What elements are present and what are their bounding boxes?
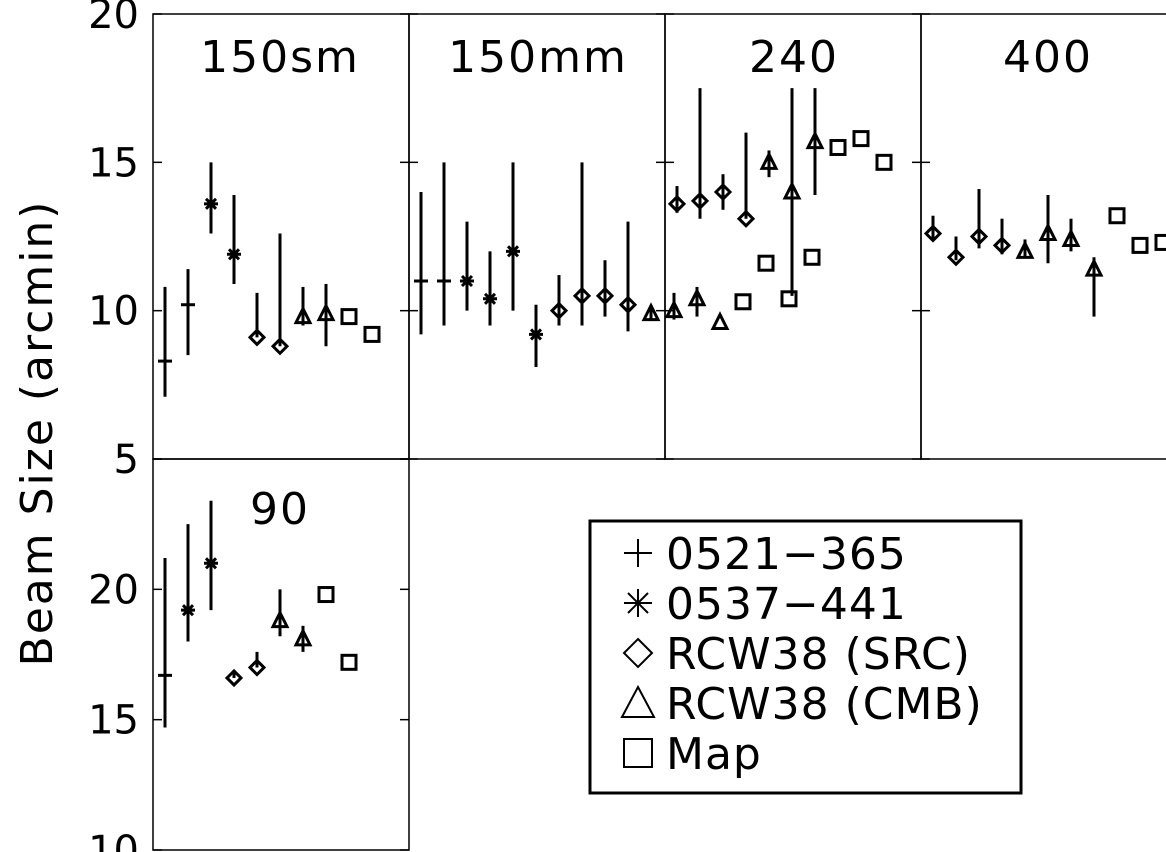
panel-frame — [152, 458, 410, 851]
triangle-marker — [782, 180, 802, 200]
legend-entry: RCW38 (CMB) — [620, 679, 983, 730]
square-marker — [852, 130, 870, 148]
diamond-marker — [736, 209, 756, 228]
triangle-marker — [316, 302, 336, 322]
asterisk-marker — [181, 604, 195, 617]
square-marker — [803, 248, 821, 266]
square-marker — [757, 254, 775, 272]
plus-icon — [624, 539, 652, 567]
square-marker — [340, 308, 358, 326]
triangle-marker — [759, 150, 779, 170]
triangle-icon — [620, 684, 656, 718]
diamond-marker — [224, 668, 244, 688]
legend-label: 0521−365 — [666, 529, 907, 580]
y-tick-label: 15 — [88, 140, 139, 186]
panel-title: 90 — [250, 484, 310, 535]
asterisk-marker — [529, 328, 543, 341]
asterisk-marker — [204, 197, 218, 210]
triangle-marker — [687, 287, 707, 307]
asterisk-marker — [204, 557, 218, 570]
triangle-marker — [641, 302, 661, 322]
panel-240: 240 — [664, 13, 922, 460]
diamond-marker — [247, 328, 267, 347]
square-marker — [1108, 207, 1126, 225]
panel-title: 150mm — [448, 32, 628, 83]
square-marker — [317, 586, 335, 604]
square-icon — [623, 738, 653, 768]
asterisk-marker — [227, 248, 241, 261]
panel-title: 240 — [749, 32, 839, 83]
square-marker — [1131, 236, 1149, 254]
legend-entry: 0521−365 — [624, 529, 907, 580]
panel-title: 150sm — [200, 32, 360, 83]
panel-150sm: 20 15 10 5 150sm — [88, 0, 410, 483]
diamond-marker — [572, 286, 592, 305]
panel-150mm: 150mm — [408, 13, 821, 460]
triangle-marker — [1084, 257, 1104, 277]
panel-90: 20 15 10 90 — [88, 458, 410, 852]
y-tick-label: 10 — [88, 828, 139, 852]
asterisk-icon — [624, 589, 652, 617]
legend-label: 0537−441 — [666, 579, 907, 630]
diamond-marker — [270, 337, 290, 356]
diamond-icon — [622, 637, 654, 669]
diamond-marker — [595, 286, 615, 305]
triangle-marker — [710, 311, 730, 331]
triangle-marker — [1015, 239, 1035, 259]
triangle-marker — [293, 627, 313, 647]
diamond-marker — [969, 227, 989, 246]
legend-box — [588, 519, 1023, 795]
diamond-marker — [667, 194, 687, 213]
triangle-marker — [270, 609, 290, 629]
legend-label: RCW38 (CMB) — [666, 679, 983, 730]
panel-title: 400 — [1003, 32, 1093, 83]
y-axis-label: Beam Size (arcmin) — [12, 200, 63, 667]
diamond-marker — [690, 191, 710, 211]
panel-400: 400 — [920, 13, 1166, 460]
legend-entry: Map — [623, 729, 762, 780]
legend-entry: RCW38 (SRC) — [622, 629, 971, 680]
asterisk-marker — [483, 292, 497, 305]
legend-label: RCW38 (SRC) — [666, 629, 971, 680]
square-marker — [363, 325, 381, 343]
square-marker — [875, 153, 893, 171]
diamond-marker — [247, 658, 267, 677]
square-marker — [780, 290, 798, 308]
triangle-marker — [293, 305, 313, 325]
asterisk-marker — [460, 274, 474, 288]
legend-entry: 0537−441 — [624, 579, 907, 630]
diamond-marker — [992, 236, 1012, 255]
triangle-marker — [805, 130, 825, 150]
y-tick-label: 15 — [88, 698, 139, 744]
triangle-marker — [664, 299, 684, 319]
y-tick-label: 5 — [114, 437, 139, 483]
y-tick-label: 20 — [88, 0, 139, 38]
panel-frame — [920, 13, 1166, 460]
asterisk-marker — [506, 245, 520, 258]
y-tick-label: 20 — [88, 567, 139, 613]
square-marker — [1154, 233, 1166, 251]
diamond-marker — [618, 295, 638, 314]
square-marker — [829, 139, 847, 156]
diamond-marker — [713, 182, 733, 202]
triangle-marker — [1061, 228, 1081, 247]
legend-label: Map — [666, 729, 762, 780]
diamond-marker — [923, 224, 943, 243]
triangle-marker — [1038, 222, 1058, 242]
diamond-marker — [946, 248, 966, 267]
y-tick-label: 10 — [88, 289, 139, 335]
square-marker — [340, 653, 358, 671]
square-marker — [734, 293, 752, 311]
diamond-marker — [549, 301, 569, 320]
